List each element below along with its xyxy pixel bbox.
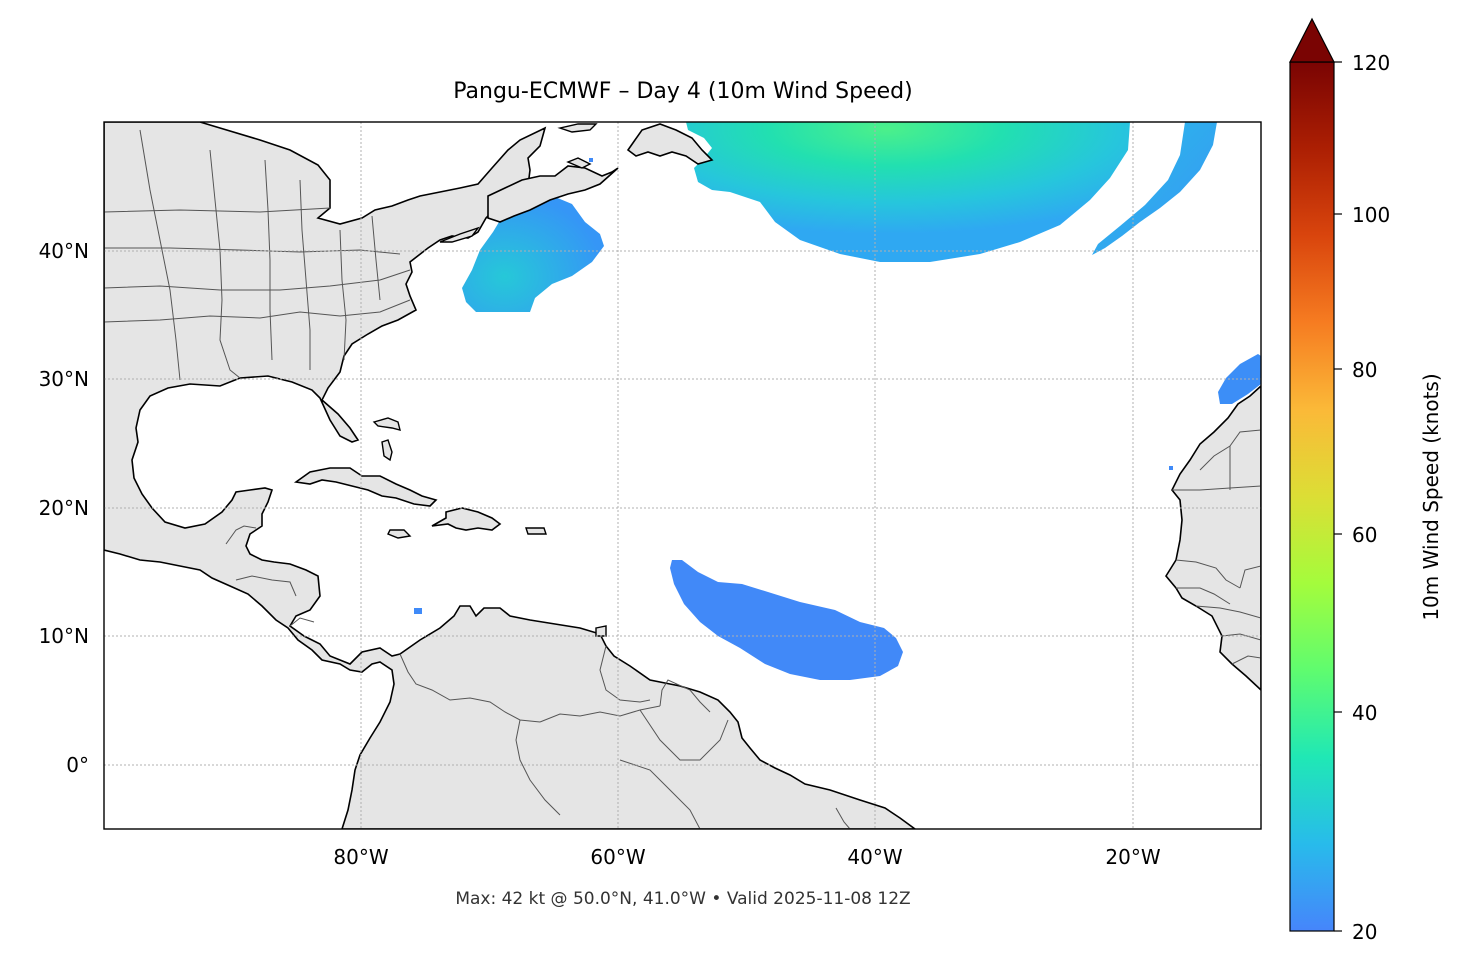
- lat-tick-label: 0°: [66, 753, 89, 777]
- cuba: [293, 467, 438, 507]
- hispaniola: [431, 507, 502, 531]
- newfoundland: [626, 123, 714, 165]
- map-title: Pangu-ECMWF – Day 4 (10m Wind Speed): [453, 79, 912, 104]
- colorbar-tick-label: 100: [1352, 203, 1390, 227]
- colorbar-tick-label: 80: [1352, 358, 1377, 382]
- map-frame: [103, 121, 1262, 830]
- gridlines: [104, 122, 1261, 829]
- lon-tick-label: 20°W: [1105, 845, 1160, 869]
- lon-tick-label: 60°W: [590, 845, 645, 869]
- lat-tick-label: 20°N: [39, 496, 89, 520]
- bahamas-2: [381, 439, 393, 462]
- map-panel: [104, 122, 1261, 829]
- wind-region-north-atlantic-band: [1092, 122, 1217, 255]
- lat-tick-labels: 40°N 30°N 20°N 10°N 0°: [39, 239, 89, 777]
- wind-region-north-atlantic-low: [686, 122, 1130, 262]
- colorbar-tick-label: 60: [1352, 523, 1377, 547]
- wind-speck-caribbean: [414, 608, 422, 614]
- long-island: [439, 226, 480, 243]
- colorbar-tick-label: 20: [1352, 920, 1377, 944]
- pei: [566, 157, 592, 169]
- colorbar-extend-arrow: [1289, 17, 1335, 63]
- wind-region-tropical-atlantic: [670, 560, 903, 680]
- colorbar-tick-label: 40: [1352, 701, 1377, 725]
- political-borders: [104, 129, 1261, 829]
- africa-land: [1165, 384, 1261, 692]
- bahamas-1: [372, 417, 401, 431]
- puerto-rico: [525, 527, 547, 535]
- lat-tick-label: 10°N: [39, 624, 89, 648]
- colorbar-gradient: [1289, 61, 1335, 932]
- lat-tick-label: 40°N: [39, 239, 89, 263]
- lon-tick-label: 40°W: [847, 845, 902, 869]
- colorbar-label: 10m Wind Speed (knots): [1419, 373, 1443, 620]
- lon-tick-labels: 80°W 60°W 40°W 20°W: [333, 845, 1160, 869]
- jamaica: [387, 529, 412, 539]
- anticosti-island: [557, 123, 598, 133]
- colorbar: 20 40 60 80 100 120 10m Wind Speed (knot…: [1289, 17, 1443, 944]
- lat-tick-label: 30°N: [39, 367, 89, 391]
- lon-tick-label: 80°W: [333, 845, 388, 869]
- colorbar-ticks: [1334, 61, 1342, 932]
- wind-speck-africa: [1169, 466, 1173, 470]
- wind-region-canary-islands: [1218, 354, 1261, 404]
- wind-region-northeast-us-offshore: [462, 194, 604, 312]
- colorbar-tick-label: 120: [1352, 51, 1390, 75]
- wind-speck-newfoundland: [589, 158, 593, 162]
- max-wind-annotation: Max: 42 kt @ 50.0°N, 41.0°W • Valid 2025…: [455, 889, 910, 909]
- trinidad: [595, 625, 607, 637]
